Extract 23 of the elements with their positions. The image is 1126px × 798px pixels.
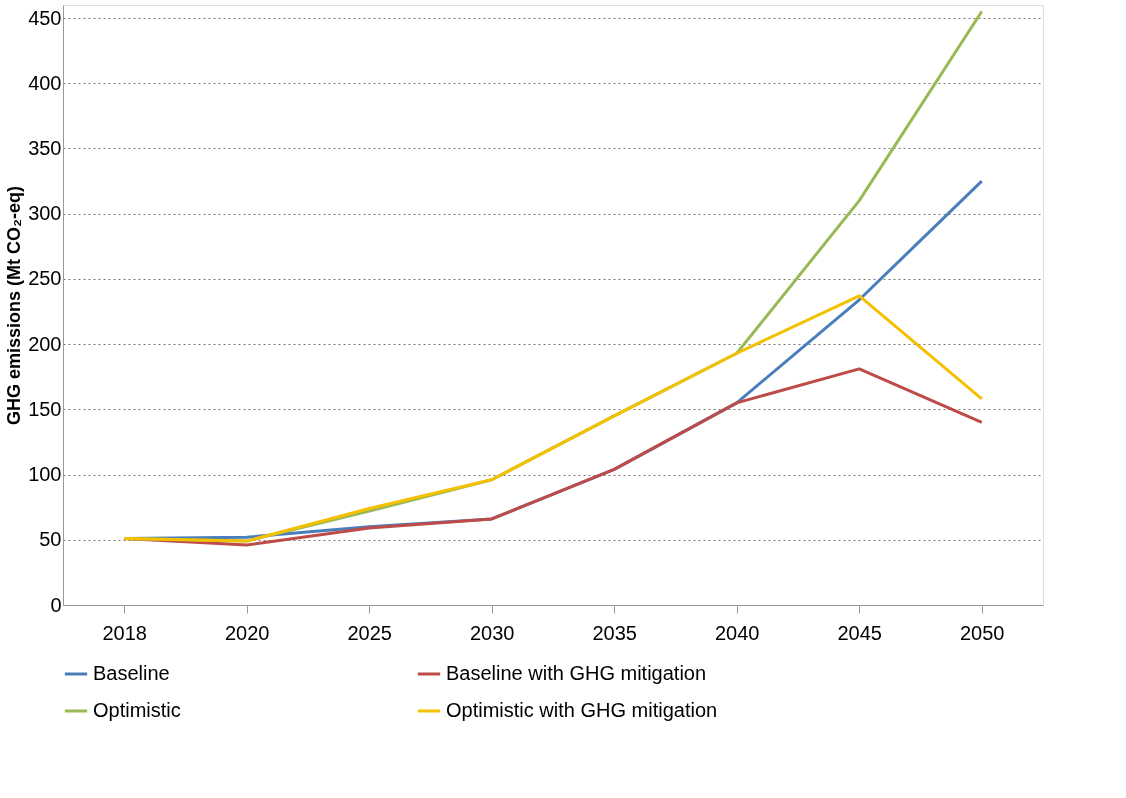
- x-tick-label: 2040: [715, 621, 760, 644]
- x-tick-label: 2035: [592, 621, 637, 644]
- legend-label: Optimistic: [93, 699, 181, 721]
- y-tick-label: 450: [28, 6, 62, 29]
- y-tick-label: 100: [28, 463, 62, 486]
- y-tick-label: 200: [28, 332, 62, 355]
- y-tick-label: 350: [28, 136, 62, 159]
- x-tick-label: 2050: [960, 621, 1005, 644]
- x-tick-label: 2018: [102, 621, 147, 644]
- y-tick-label: 0: [50, 593, 62, 616]
- legend-label: Baseline: [93, 662, 170, 684]
- x-tick-label: 2020: [225, 621, 270, 644]
- legend-label: Baseline with GHG mitigation: [446, 662, 707, 684]
- y-tick-label: 300: [28, 202, 62, 225]
- x-tick-label: 2025: [347, 621, 392, 644]
- y-axis-title: GHG emissions (Mt CO₂-eq): [4, 185, 25, 426]
- x-tick-label: 2030: [470, 621, 515, 644]
- x-tick-label: 2045: [837, 621, 882, 644]
- legend-label: Optimistic with GHG mitigation: [446, 699, 718, 721]
- y-tick-label: 250: [28, 267, 62, 290]
- y-tick-label: 400: [28, 71, 62, 94]
- y-tick-label: 50: [39, 528, 62, 551]
- y-tick-label: 150: [28, 397, 62, 420]
